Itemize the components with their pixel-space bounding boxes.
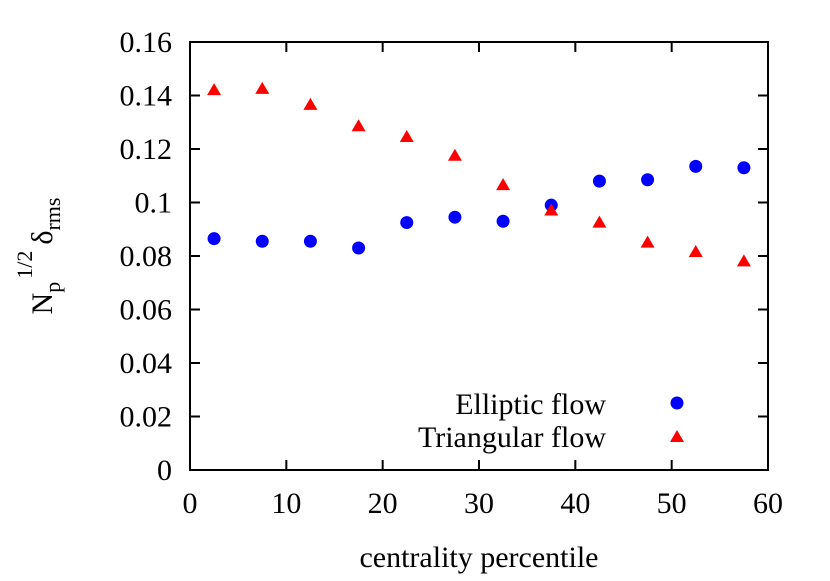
triangular-flow-point (255, 81, 270, 94)
triangular-flow-point (640, 235, 655, 248)
y-axis-symbol-sub: rms (40, 198, 65, 231)
triangular-flow-point (207, 83, 222, 96)
y-tick-label: 0.12 (120, 133, 173, 166)
y-axis-title: Np1/2 δrms (12, 198, 65, 315)
y-tick-label: 0.08 (120, 240, 173, 273)
legend-marker-elliptic (670, 396, 684, 410)
triangular-flow-point (736, 254, 751, 267)
triangular-flow-point (592, 215, 607, 228)
elliptic-flow-point (352, 241, 366, 255)
elliptic-flow-point (448, 210, 462, 224)
elliptic-flow-point (303, 234, 317, 248)
triangular-flow-point (688, 244, 703, 257)
axis-ticks (189, 41, 769, 471)
triangular-flow-point (447, 148, 462, 161)
y-tick-label: 0.16 (120, 26, 173, 59)
y-tick-label: 0.06 (120, 294, 173, 327)
triangular-flow-point (399, 129, 414, 142)
y-axis-sup: 1/2 (12, 251, 37, 279)
y-axis-symbol: δ (26, 231, 59, 245)
x-tick-labels: 0 10 20 30 40 50 60 (183, 487, 784, 520)
elliptic-flow-point (592, 174, 606, 188)
triangular-flow-point (351, 119, 366, 132)
x-axis-title: centrality percentile (359, 541, 598, 574)
x-tick-label: 60 (753, 487, 783, 520)
x-tick-label: 20 (368, 487, 398, 520)
y-tick-label: 0.14 (120, 80, 173, 113)
data-points (207, 81, 751, 267)
triangular-flow-point (303, 97, 318, 110)
x-tick-label: 50 (657, 487, 687, 520)
legend-marker-triangular (670, 430, 684, 442)
elliptic-flow-point (207, 232, 221, 246)
x-tick-label: 0 (183, 487, 198, 520)
elliptic-flow-point (641, 173, 655, 187)
triangular-flow-point (496, 178, 511, 191)
triangular-flow-point (544, 203, 559, 216)
elliptic-flow-point (737, 161, 751, 175)
y-tick-label: 0 (157, 454, 172, 487)
y-tick-label: 0.1 (135, 187, 173, 220)
y-axis-sub: p (40, 282, 65, 293)
y-tick-label: 0.04 (120, 347, 173, 380)
legend-label-elliptic: Elliptic flow (455, 388, 606, 421)
elliptic-flow-point (400, 216, 414, 230)
elliptic-flow-point (689, 159, 703, 173)
legend-label-triangular: Triangular flow (418, 421, 606, 454)
x-tick-label: 10 (271, 487, 301, 520)
elliptic-flow-point (255, 234, 269, 248)
x-tick-label: 40 (560, 487, 590, 520)
legend: Elliptic flow Triangular flow (418, 388, 684, 454)
elliptic-flow-point (496, 214, 510, 228)
y-tick-labels: 0 0.02 0.04 0.06 0.08 0.1 0.12 0.14 0.16 (120, 26, 173, 487)
y-tick-label: 0.02 (120, 401, 173, 434)
x-tick-label: 30 (464, 487, 494, 520)
y-axis-base: N (26, 293, 59, 315)
